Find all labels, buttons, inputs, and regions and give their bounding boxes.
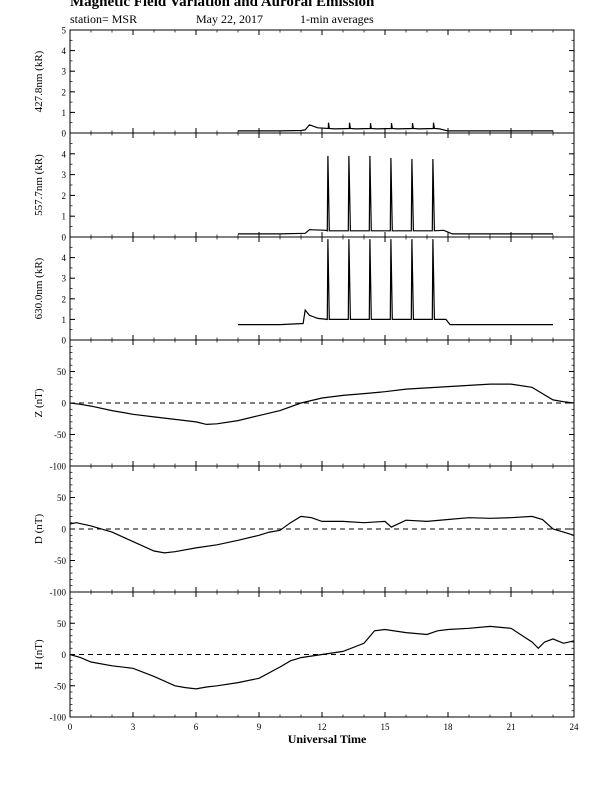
series-line — [69, 383, 575, 426]
y-tick-label: -50 — [54, 681, 66, 691]
y-tick-label: -50 — [54, 556, 66, 566]
x-tick-label: 24 — [570, 722, 580, 732]
y-tick-label: 2 — [62, 294, 67, 304]
series-line — [69, 625, 575, 690]
date-label: May 22, 2017 — [196, 12, 263, 26]
y-tick-label: 4 — [62, 253, 67, 263]
y-axis-label: Z (nT) — [33, 388, 45, 417]
series-line — [238, 122, 553, 132]
y-tick-label: 0 — [62, 233, 67, 243]
y-tick-label: 0 — [62, 650, 67, 660]
station-label: station= MSR — [70, 12, 138, 26]
x-tick-label: 21 — [507, 722, 516, 732]
y-axis-label: 630.0nm (kR) — [33, 257, 45, 319]
x-tick-label: 18 — [444, 722, 454, 732]
y-tick-label: 1 — [62, 108, 67, 118]
y-axis-label: H (nT) — [33, 639, 45, 670]
y-tick-label: 3 — [62, 170, 67, 180]
y-tick-label: 0 — [62, 399, 67, 409]
x-tick-label: 0 — [68, 722, 73, 732]
y-tick-label: 50 — [57, 367, 67, 377]
series-line — [238, 155, 553, 235]
y-tick-label: 0 — [62, 129, 67, 139]
x-tick-label: 12 — [318, 722, 327, 732]
averaging-label: 1-min averages — [300, 12, 374, 26]
y-axis-label: 427.8nm (kR) — [33, 50, 45, 112]
y-tick-label: 3 — [62, 274, 67, 284]
x-axis-label: Universal Time — [288, 732, 367, 746]
y-tick-label: 3 — [62, 67, 67, 77]
y-tick-label: 4 — [62, 46, 67, 56]
y-tick-label: 50 — [57, 493, 67, 503]
series-line — [238, 239, 553, 326]
x-tick-label: 15 — [381, 722, 391, 732]
panel-frame — [69, 132, 575, 238]
y-tick-label: 50 — [57, 619, 67, 629]
x-tick-label: 3 — [131, 722, 136, 732]
y-axis-label: D (nT) — [33, 514, 45, 545]
x-tick-label: 6 — [194, 722, 199, 732]
y-tick-label: 0 — [62, 525, 67, 535]
series-line — [69, 515, 575, 554]
y-tick-label: 1 — [62, 212, 67, 222]
panel-frame — [69, 29, 575, 134]
y-tick-label: 1 — [62, 315, 67, 325]
y-tick-label: -100 — [50, 462, 67, 472]
y-tick-label: 2 — [62, 191, 67, 201]
y-tick-label: 4 — [62, 149, 67, 159]
y-tick-label: -100 — [50, 588, 67, 598]
y-axis-label: 557.7nm (kR) — [33, 154, 45, 216]
chart-title: Magnetic Field Variation and Auroral Emi… — [70, 0, 375, 10]
y-tick-label: 2 — [62, 87, 67, 97]
x-tick-label: 9 — [257, 722, 262, 732]
y-tick-label: 0 — [62, 336, 67, 346]
y-tick-label: -50 — [54, 430, 66, 440]
y-tick-label: -100 — [50, 713, 67, 723]
y-tick-label: 5 — [62, 26, 67, 36]
